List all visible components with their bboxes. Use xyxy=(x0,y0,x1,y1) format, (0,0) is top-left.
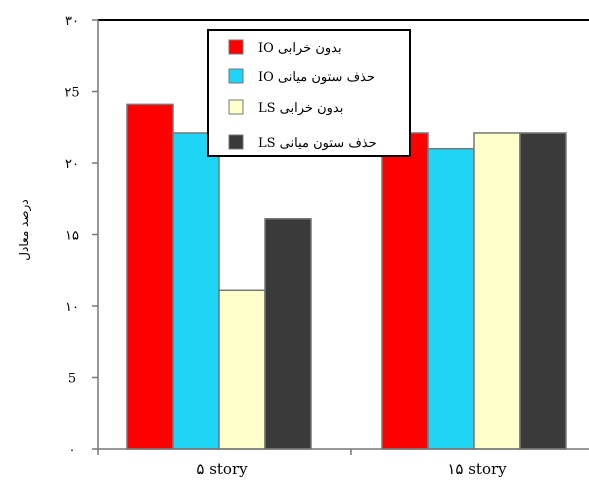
bar-series-2-cat-1 xyxy=(172,132,220,450)
legend-swatch xyxy=(228,39,244,55)
y-tick-label: ۱۵ xyxy=(65,229,79,244)
legend-swatch xyxy=(228,134,244,150)
y-tick-label: ۰ xyxy=(69,443,76,458)
bar-series-2-cat-2 xyxy=(427,147,475,450)
y-tick-label: 5 xyxy=(68,372,76,387)
legend: بدون خرابی IO حذف ستون میانی IO بدون خرابی… xyxy=(207,29,411,157)
legend-label: بدون خرابی IO xyxy=(258,41,342,56)
y-tick-label: ۲۰ xyxy=(65,157,79,172)
bar-series-1-cat-1 xyxy=(126,103,174,450)
bar-series-4-cat-1 xyxy=(264,218,312,450)
axes-layer: ۰ 5 ۱۰ ۱۵ ۲۰ ۲5 ۳۰ ۵ story ۱۵ story xyxy=(64,14,589,478)
bar-series-1-cat-2 xyxy=(381,132,429,450)
legend-label: بدون خرابی LS xyxy=(258,101,343,116)
bar-series-4-cat-2 xyxy=(519,132,567,450)
y-tick-label: ۱۰ xyxy=(65,300,79,315)
bars-layer xyxy=(126,103,567,450)
legend-swatch xyxy=(228,68,244,84)
y-tick-label: ۳۰ xyxy=(65,14,79,29)
legend-swatch xyxy=(228,99,244,115)
bar-series-3-cat-1 xyxy=(218,289,266,450)
x-category-label: ۵ story xyxy=(196,460,248,478)
legend-label: حذف ستون میانی IO xyxy=(258,70,375,85)
legend-label: حذف ستون میانی LS xyxy=(258,136,377,151)
y-tick-label: ۲5 xyxy=(64,86,79,101)
bar-series-3-cat-2 xyxy=(473,132,521,450)
y-axis-label: درصد معادل xyxy=(17,199,32,260)
x-category-label: ۱۵ story xyxy=(447,460,507,478)
